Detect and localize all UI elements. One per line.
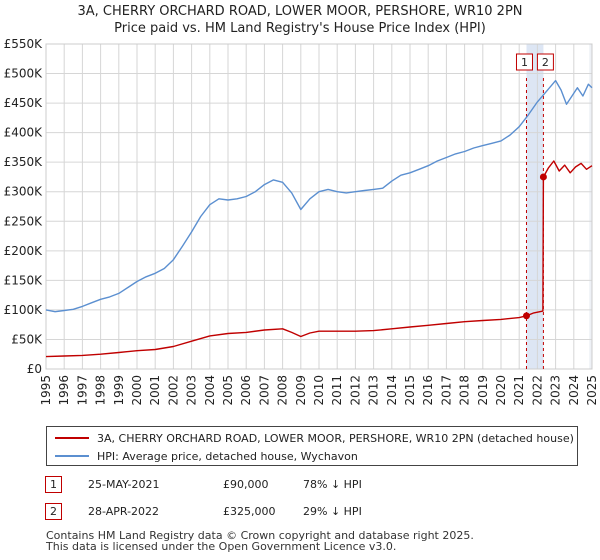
x-tick-label: 1999 bbox=[112, 375, 126, 406]
sale-point bbox=[539, 173, 547, 181]
y-tick-label: £300K bbox=[4, 185, 44, 199]
transaction-hpi-diff: 78% ↓ HPI bbox=[303, 477, 362, 491]
x-tick-label: 2002 bbox=[166, 375, 180, 406]
x-tick-label: 2020 bbox=[494, 375, 508, 406]
x-tick-label: 2009 bbox=[294, 375, 308, 406]
property-series-line bbox=[45, 160, 593, 358]
forecast-band bbox=[589, 44, 592, 369]
x-tick-label: 2005 bbox=[221, 375, 235, 406]
transaction-date: 25-MAY-2021 bbox=[88, 477, 160, 491]
x-tick-label: 2021 bbox=[512, 375, 526, 406]
x-tick-label: 1995 bbox=[39, 375, 53, 406]
x-tick-label: 2010 bbox=[312, 375, 326, 406]
x-tick-label: 2016 bbox=[421, 375, 435, 406]
transaction-badge: 1 bbox=[45, 475, 62, 493]
x-tick-label: 1998 bbox=[94, 375, 108, 406]
x-tick-label: 2023 bbox=[549, 375, 563, 406]
transaction-row: 1 25-MAY-2021 £90,000 78% ↓ HPI bbox=[45, 474, 362, 494]
x-tick-label: 2007 bbox=[257, 375, 271, 406]
legend-item-property: 3A, CHERRY ORCHARD ROAD, LOWER MOOR, PER… bbox=[55, 429, 574, 447]
transaction-badge: 2 bbox=[45, 502, 62, 520]
sale-period-band bbox=[526, 44, 544, 369]
x-tick-label: 2003 bbox=[185, 375, 199, 406]
chart-title: 3A, CHERRY ORCHARD ROAD, LOWER MOOR, PER… bbox=[77, 4, 523, 19]
x-tick-label: 2015 bbox=[403, 375, 417, 406]
x-tick-label: 2004 bbox=[203, 375, 217, 406]
chart-subtitle: Price paid vs. HM Land Registry's House … bbox=[114, 21, 486, 36]
y-tick-label: £0 bbox=[27, 362, 42, 376]
x-tick-label: 2011 bbox=[330, 375, 344, 406]
legend: 3A, CHERRY ORCHARD ROAD, LOWER MOOR, PER… bbox=[46, 426, 578, 466]
legend-property-label: 3A, CHERRY ORCHARD ROAD, LOWER MOOR, PER… bbox=[97, 431, 574, 445]
y-tick-label: £200K bbox=[4, 244, 44, 258]
y-tick-label: £450K bbox=[4, 96, 44, 110]
x-tick-label: 2000 bbox=[130, 375, 144, 406]
sale-point bbox=[522, 312, 530, 320]
sale-badge-label: 2 bbox=[542, 56, 549, 69]
hpi-series-line bbox=[45, 79, 593, 313]
x-tick-label: 2024 bbox=[567, 375, 581, 406]
x-tick-label: 2014 bbox=[385, 375, 399, 406]
y-tick-label: £150K bbox=[4, 273, 44, 287]
y-tick-label: £50K bbox=[11, 332, 43, 346]
sale-badge-label: 1 bbox=[521, 56, 528, 69]
x-tick-label: 2017 bbox=[439, 375, 453, 406]
x-tick-label: 2006 bbox=[239, 375, 253, 406]
transaction-row: 2 28-APR-2022 £325,000 29% ↓ HPI bbox=[45, 501, 362, 521]
y-tick-label: £100K bbox=[4, 303, 44, 317]
x-tick-label: 2025 bbox=[585, 375, 599, 406]
transaction-price: £325,000 bbox=[223, 504, 276, 518]
x-tick-label: 2013 bbox=[367, 375, 381, 406]
sale-badge-box bbox=[515, 53, 533, 71]
x-tick-label: 1996 bbox=[57, 375, 71, 406]
plot-border bbox=[45, 43, 593, 370]
x-tick-label: 1997 bbox=[75, 375, 89, 406]
y-tick-label: £550K bbox=[4, 37, 44, 51]
legend-red-swatch bbox=[55, 437, 89, 439]
x-tick-label: 2019 bbox=[476, 375, 490, 406]
legend-item-hpi: HPI: Average price, detached house, Wych… bbox=[55, 447, 358, 465]
footer: Contains HM Land Registry data © Crown c… bbox=[46, 530, 474, 552]
x-tick-label: 2008 bbox=[276, 375, 290, 406]
footer-licence: This data is licensed under the Open Gov… bbox=[46, 540, 397, 553]
transaction-hpi-diff: 29% ↓ HPI bbox=[303, 504, 362, 518]
x-tick-label: 2012 bbox=[348, 375, 362, 406]
legend-blue-swatch bbox=[55, 455, 89, 457]
price-chart: £0 £50K £100K £150K £200K £250K £300K £350K £400… bbox=[4, 37, 599, 406]
sale-badge-box bbox=[536, 53, 554, 71]
legend-hpi-label: HPI: Average price, detached house, Wych… bbox=[97, 449, 358, 463]
transaction-date: 28-APR-2022 bbox=[88, 504, 160, 518]
footer-copyright: Contains HM Land Registry data © Crown c… bbox=[46, 529, 474, 542]
x-tick-label: 2001 bbox=[148, 375, 162, 406]
x-tick-label: 2022 bbox=[530, 375, 544, 406]
x-tick-label: 2018 bbox=[458, 375, 472, 406]
y-tick-label: £250K bbox=[4, 214, 44, 228]
y-tick-label: £350K bbox=[4, 155, 44, 169]
transaction-price: £90,000 bbox=[223, 477, 269, 491]
y-tick-label: £500K bbox=[4, 67, 44, 81]
y-tick-label: £400K bbox=[4, 126, 44, 140]
